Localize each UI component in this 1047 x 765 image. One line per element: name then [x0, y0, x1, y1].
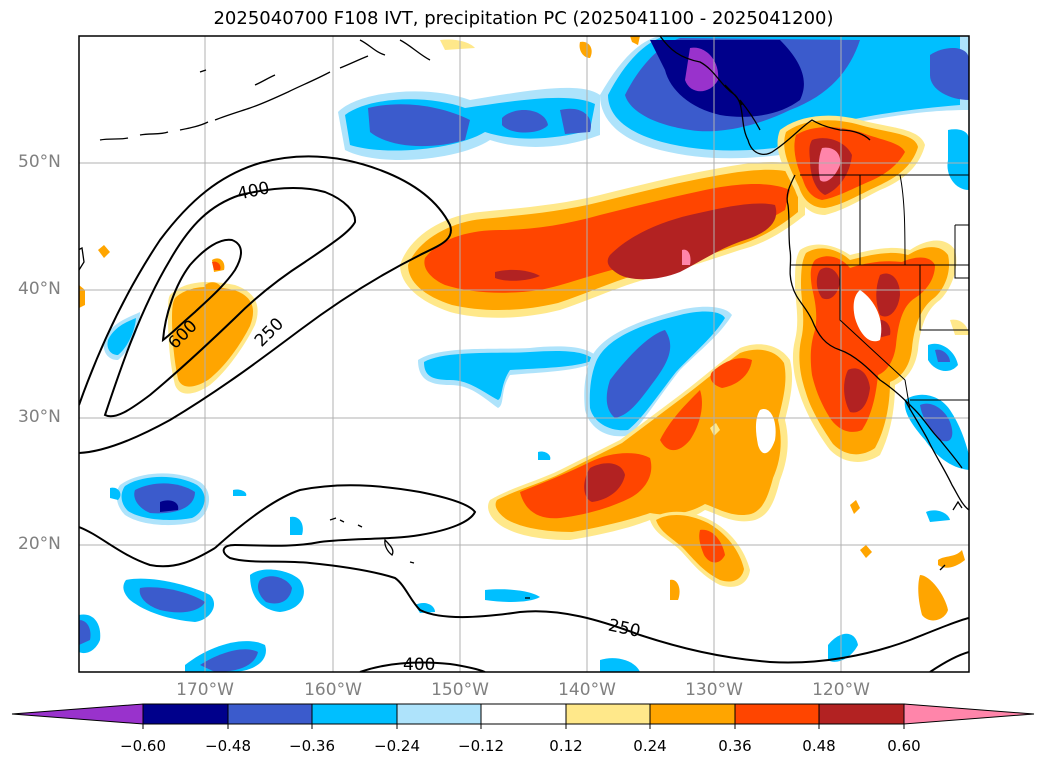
lat-label-50n: 50°N [18, 152, 61, 172]
colorbar-tick-label: 0.48 [802, 737, 836, 755]
lon-label-130w: 130°W [685, 680, 743, 700]
map-frame [78, 35, 970, 673]
lon-label-150w: 150°W [431, 680, 489, 700]
colorbar-tick-label: −0.60 [120, 737, 166, 755]
lon-label-120w: 120°W [812, 680, 870, 700]
lon-label-160w: 160°W [304, 680, 362, 700]
colorbar-tick-label: 0.12 [549, 737, 583, 755]
colorbar-extend-left [11, 703, 144, 725]
colorbar-tick-label: −0.36 [289, 737, 335, 755]
coastlines [79, 36, 969, 599]
colorbar-tick-label: 0.60 [887, 737, 921, 755]
lat-label-40n: 40°N [18, 279, 61, 299]
positive-precip-regions [79, 36, 969, 621]
colorbar [11, 703, 1035, 729]
colorbar-tick-label: 0.24 [633, 737, 667, 755]
lat-label-20n: 20°N [18, 534, 61, 554]
ivt-contours [79, 155, 969, 672]
lon-label-170w: 170°W [176, 680, 234, 700]
state-borders [790, 174, 969, 411]
colorbar-tick-label: −0.12 [458, 737, 504, 755]
chart-title: 2025040700 F108 IVT, precipitation PC (2… [213, 8, 834, 29]
lon-label-140w: 140°W [558, 680, 616, 700]
colorbar-extend-right [903, 703, 1035, 725]
colorbar-tick-label: −0.24 [374, 737, 420, 755]
colorbar-tick-label: 0.36 [718, 737, 752, 755]
colorbar-tick-label: −0.48 [205, 737, 251, 755]
contour-label-400-south: 400 [403, 655, 435, 675]
lat-label-30n: 30°N [18, 407, 61, 427]
